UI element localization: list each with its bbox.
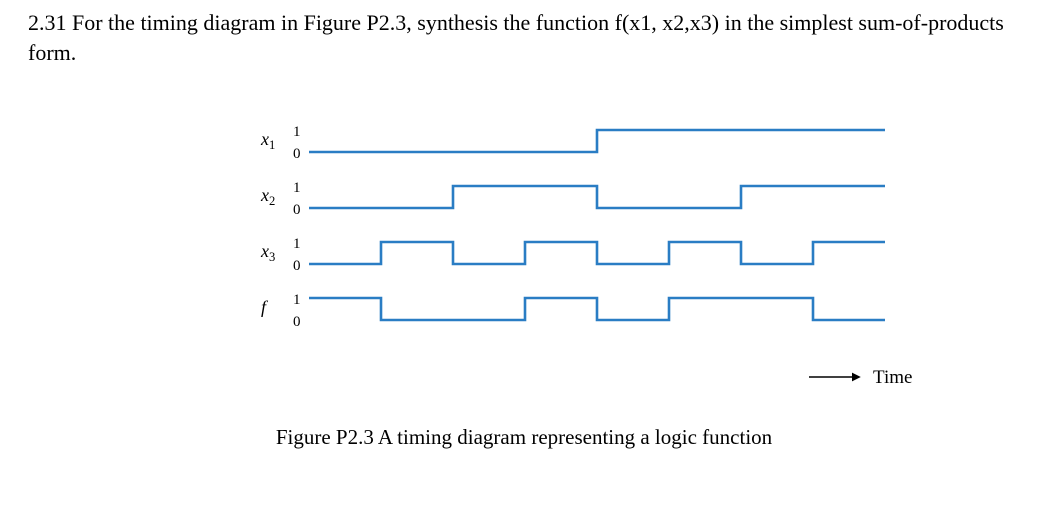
waveform xyxy=(309,130,885,152)
tick-label-1: 1 xyxy=(293,236,301,252)
tick-label-0: 0 xyxy=(293,258,301,274)
time-axis-label: Time xyxy=(873,367,912,388)
signal-label: f xyxy=(261,297,269,317)
signal-label: x3 xyxy=(260,241,275,264)
signal-label: x1 xyxy=(260,129,275,152)
tick-label-1: 1 xyxy=(293,180,301,196)
figure-caption: Figure P2.3 A timing diagram representin… xyxy=(28,425,1020,450)
waveform xyxy=(309,186,885,208)
waveform xyxy=(309,242,885,264)
signal-label: x2 xyxy=(260,185,275,208)
problem-text: 2.31 For the timing diagram in Figure P2… xyxy=(28,8,1020,67)
tick-label-1: 1 xyxy=(293,124,301,140)
problem-body: For the timing diagram in Figure P2.3, s… xyxy=(28,10,1004,65)
problem-number: 2.31 xyxy=(28,10,67,35)
tick-label-0: 0 xyxy=(293,146,301,162)
tick-label-0: 0 xyxy=(293,202,301,218)
tick-label-1: 1 xyxy=(293,292,301,308)
timing-diagram: x1 1 0 x2 1 0 x3 1 0 f 1 0 Time xyxy=(249,122,949,407)
tick-label-0: 0 xyxy=(293,314,301,330)
waveform xyxy=(309,298,885,320)
